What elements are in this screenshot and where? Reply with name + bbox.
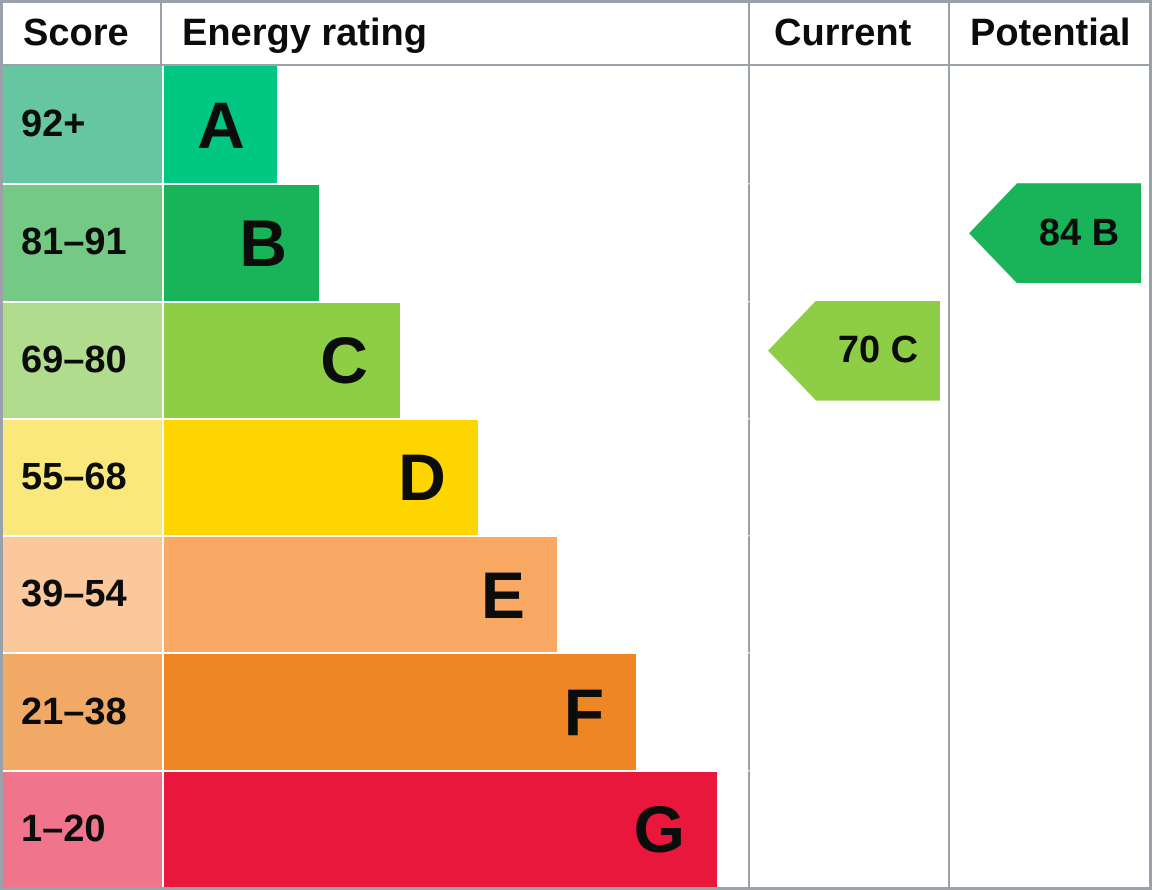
band-score-range: 69–80 [21, 338, 127, 381]
band-row: 81–91 B 84 B [3, 183, 1149, 301]
potential-column-cell [950, 652, 1149, 770]
header-energy-rating: Energy rating [162, 3, 750, 64]
band-bar: B [162, 185, 320, 301]
header-current: Current [750, 3, 950, 64]
band-score-cell: 39–54 [3, 535, 162, 653]
potential-column-cell [950, 769, 1149, 887]
band-letter: F [563, 675, 605, 750]
current-rating-label: 70 C [837, 329, 919, 372]
band-score-range: 21–38 [21, 690, 127, 733]
bands-body: 92+ A 81–91 B 84 B 69–80 C 70 C [3, 66, 1149, 887]
band-bar: F [162, 654, 637, 770]
potential-column-cell [950, 300, 1149, 418]
band-letter: C [320, 323, 368, 398]
potential-column-cell [950, 66, 1149, 184]
band-bar-zone: E [162, 535, 750, 653]
band-score-cell: 21–38 [3, 652, 162, 770]
potential-rating-label: 84 B [1038, 211, 1120, 254]
band-row: 1–20 G [3, 769, 1149, 887]
current-column-cell [750, 183, 950, 301]
current-column-cell [750, 535, 950, 653]
band-bar-zone: A [162, 66, 750, 184]
band-letter: G [633, 792, 685, 867]
potential-column-cell: 84 B [950, 183, 1149, 301]
header-score: Score [3, 3, 162, 64]
band-score-range: 81–91 [21, 221, 127, 264]
current-column-cell: 70 C [750, 300, 950, 418]
band-row: 21–38 F [3, 652, 1149, 770]
band-score-cell: 69–80 [3, 300, 162, 418]
band-letter: E [480, 557, 525, 632]
header-row: Score Energy rating Current Potential [3, 3, 1149, 66]
current-column-cell [750, 417, 950, 536]
band-row: 55–68 D [3, 417, 1149, 536]
band-bar-zone: C [162, 300, 750, 418]
current-column-cell [750, 66, 950, 184]
band-bar: A [162, 66, 277, 184]
band-bar-zone: D [162, 417, 750, 536]
band-row: 69–80 C 70 C [3, 300, 1149, 418]
band-letter: B [239, 205, 288, 280]
potential-rating-arrow: 84 B [969, 183, 1141, 284]
band-bar: C [162, 302, 400, 418]
band-bar: E [162, 537, 557, 653]
band-score-range: 1–20 [21, 807, 106, 850]
band-bar: G [162, 771, 717, 887]
potential-column-cell [950, 417, 1149, 536]
band-bar-zone: G [162, 769, 750, 887]
band-bar-zone: F [162, 652, 750, 770]
band-letter: D [398, 440, 446, 515]
band-score-cell: 55–68 [3, 417, 162, 536]
band-letter: A [197, 87, 245, 162]
header-potential: Potential [970, 12, 1131, 54]
band-score-range: 92+ [21, 103, 86, 146]
band-score-range: 39–54 [21, 573, 127, 616]
band-bar: D [162, 419, 478, 536]
current-column-cell [750, 652, 950, 770]
band-score-range: 55–68 [21, 455, 127, 498]
band-score-cell: 1–20 [3, 769, 162, 887]
band-bar-zone: B [162, 183, 750, 301]
band-score-cell: 92+ [3, 66, 162, 184]
current-column-cell [750, 769, 950, 887]
current-rating-arrow: 70 C [768, 300, 940, 401]
band-score-cell: 81–91 [3, 183, 162, 301]
potential-column-cell [950, 535, 1149, 653]
band-row: 39–54 E [3, 535, 1149, 653]
band-row: 92+ A [3, 66, 1149, 184]
